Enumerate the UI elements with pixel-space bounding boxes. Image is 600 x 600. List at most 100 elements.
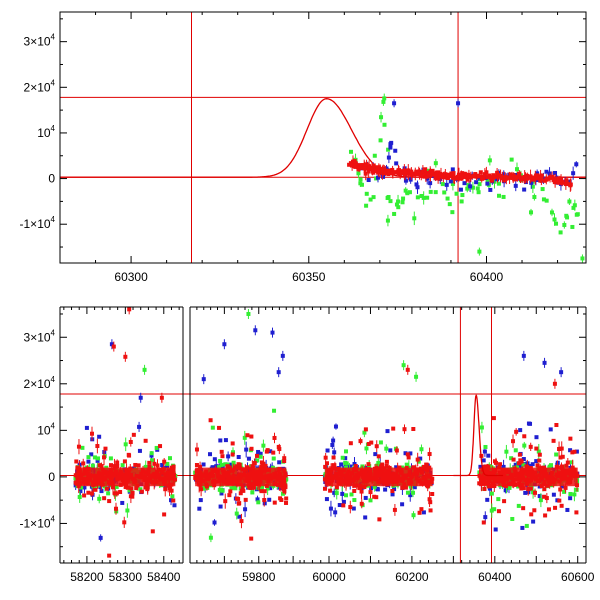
point-marker: [359, 182, 364, 187]
data-point: [473, 172, 478, 177]
data-point: [480, 176, 485, 181]
point-marker: [422, 464, 427, 469]
point-marker: [104, 486, 109, 491]
data-point: [98, 534, 103, 542]
point-marker: [169, 498, 174, 503]
point-marker: [210, 425, 215, 430]
data-point: [388, 199, 393, 204]
point-marker: [389, 140, 394, 145]
data-point: [272, 432, 277, 444]
point-marker: [343, 456, 348, 461]
point-marker: [529, 180, 534, 185]
data-point: [369, 440, 374, 445]
data-point: [356, 166, 361, 171]
data-point: [86, 459, 91, 464]
data-point: [487, 155, 492, 166]
data-point: [447, 173, 452, 178]
point-marker: [118, 490, 123, 495]
data-point: [277, 460, 282, 465]
data-point: [262, 489, 267, 494]
point-marker: [97, 496, 102, 501]
point-marker: [473, 172, 478, 177]
data-point: [136, 463, 141, 468]
data-point: [489, 178, 494, 183]
point-marker: [244, 447, 249, 452]
data-point: [412, 485, 417, 490]
point-marker: [378, 138, 383, 143]
point-marker: [388, 199, 393, 204]
data-point: [419, 171, 424, 181]
point-marker: [348, 441, 353, 446]
data-point: [125, 485, 130, 490]
data-point: [348, 500, 353, 514]
data-point: [544, 198, 549, 203]
data-point: [344, 449, 349, 454]
data-point: [258, 454, 263, 459]
point-marker: [570, 224, 575, 229]
data-point: [349, 163, 354, 168]
point-marker: [500, 175, 505, 180]
point-marker: [256, 449, 261, 454]
data-point: [562, 221, 567, 229]
point-marker: [373, 452, 378, 457]
point-marker: [426, 172, 431, 177]
data-point: [160, 463, 165, 468]
data-point: [323, 452, 328, 463]
data-point: [150, 529, 155, 534]
point-marker: [280, 491, 285, 496]
data-point: [197, 506, 202, 511]
data-point: [528, 169, 533, 184]
point-marker: [265, 486, 270, 491]
data-point: [96, 456, 101, 461]
point-marker: [417, 510, 422, 515]
data-point: [262, 493, 267, 507]
point-marker: [324, 497, 329, 502]
point-marker: [477, 182, 482, 187]
data-point: [456, 99, 461, 108]
data-point: [97, 463, 102, 468]
data-point: [95, 438, 100, 454]
data-point: [485, 181, 490, 186]
data-point: [427, 491, 432, 508]
point-marker: [339, 462, 344, 467]
point-marker: [385, 429, 390, 434]
data-point: [392, 211, 397, 216]
data-point: [134, 486, 139, 491]
data-point: [104, 486, 109, 491]
point-marker: [323, 455, 328, 460]
data-point: [509, 157, 514, 162]
point-marker: [250, 490, 255, 495]
point-marker: [353, 464, 358, 469]
point-marker: [245, 465, 250, 470]
data-point: [385, 429, 390, 434]
data-point: [390, 492, 395, 497]
point-marker: [129, 486, 134, 491]
point-marker: [531, 175, 536, 180]
point-marker: [362, 430, 367, 435]
point-marker: [362, 166, 367, 171]
point-marker: [138, 487, 143, 492]
data-point: [280, 491, 285, 496]
point-marker: [268, 449, 273, 454]
data-point: [127, 453, 132, 458]
point-marker: [448, 179, 453, 184]
point-marker: [131, 432, 136, 437]
data-point: [363, 495, 368, 500]
point-marker: [383, 170, 388, 175]
data-point: [575, 212, 580, 217]
data-point: [408, 451, 413, 456]
point-marker: [547, 175, 552, 180]
point-marker: [197, 506, 202, 511]
point-marker: [127, 488, 132, 493]
data-point: [399, 170, 404, 177]
point-marker: [194, 447, 199, 452]
point-marker: [572, 203, 577, 208]
data-point: [86, 490, 91, 495]
data-point: [122, 516, 127, 528]
bottom-panel: 58200 58300 58400 59800 60000 60200 60400 60600…: [20, 306, 595, 584]
point-marker: [411, 426, 416, 431]
point-marker: [565, 181, 570, 186]
point-marker: [421, 510, 426, 515]
y-tick-label: 104: [37, 124, 55, 140]
data-point: [468, 180, 473, 193]
